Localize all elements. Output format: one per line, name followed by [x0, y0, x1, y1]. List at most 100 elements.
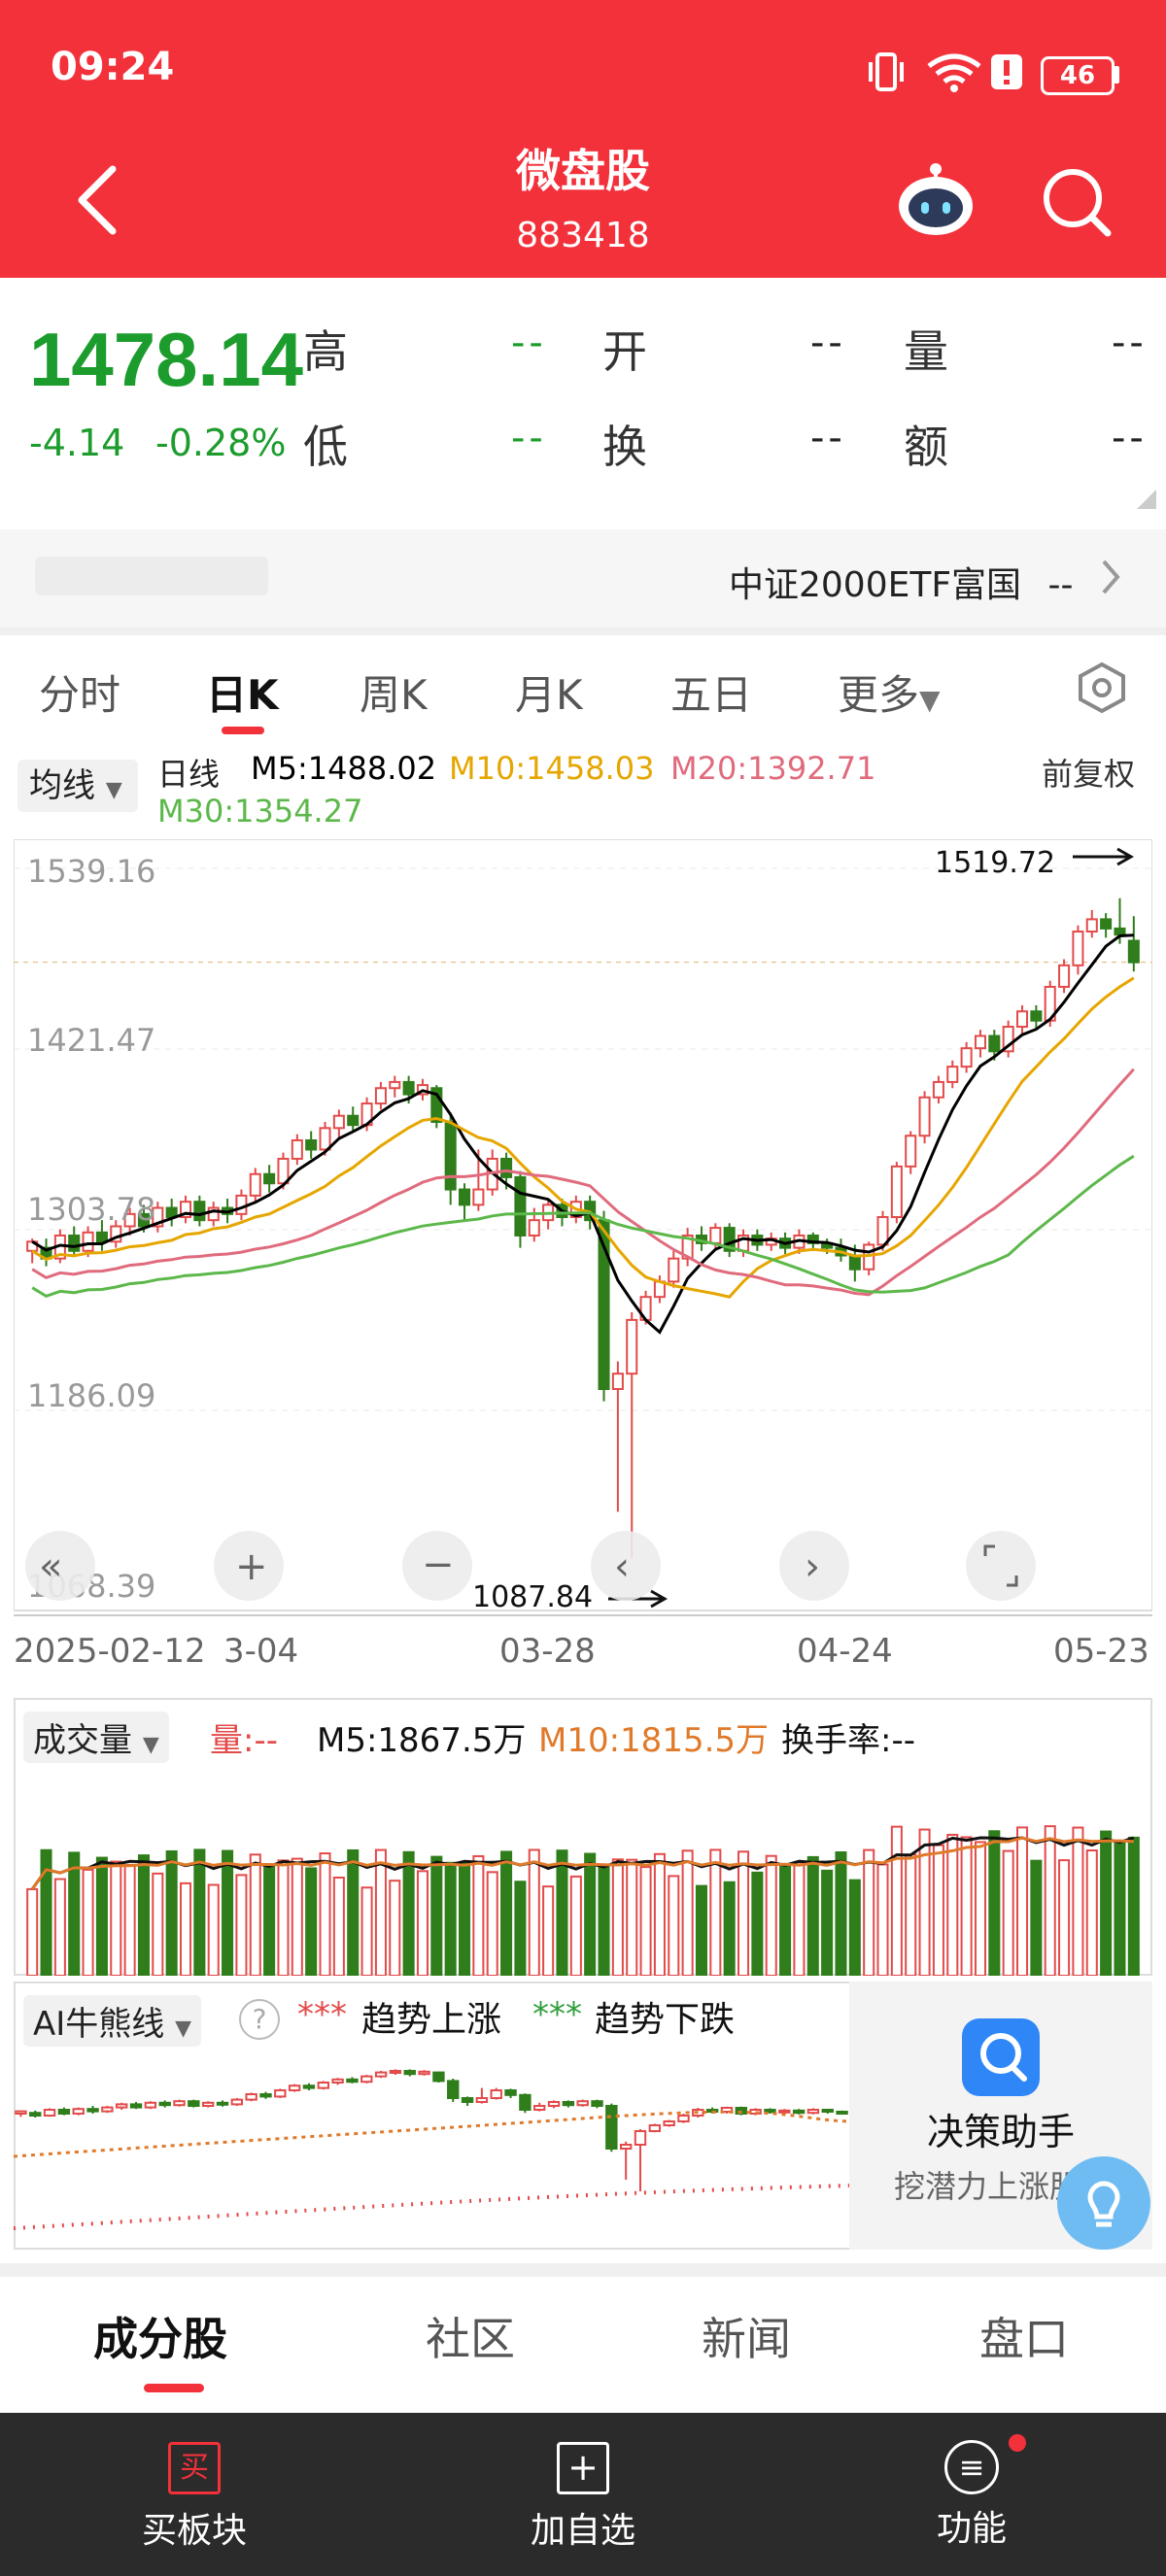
volume-bar [611, 1858, 624, 1976]
ai-candle [591, 2100, 603, 2108]
candle-up [626, 1318, 638, 1375]
related-etf[interactable]: 中证2000ETF富国 -- [729, 557, 1074, 607]
ai-candle [245, 2093, 257, 2101]
candle-up [207, 1206, 220, 1222]
quote-label-turnover: 换 [602, 421, 647, 473]
volume-bar [835, 1850, 847, 1976]
back-arrow-icon[interactable] [68, 161, 126, 239]
svg-text:+: + [235, 1544, 268, 1589]
tab-five-day[interactable]: 五日 [670, 671, 753, 719]
ai-candle [302, 2085, 316, 2089]
ai-candle [43, 2109, 56, 2117]
robot-assistant-icon[interactable] [892, 161, 979, 239]
ai-candle [821, 2109, 834, 2113]
adjust-mode[interactable]: 前复权 [1042, 756, 1136, 793]
tab-daily-k[interactable]: 日K [206, 671, 279, 719]
candle-up [332, 1114, 345, 1130]
menu-icon: ≡ [944, 2440, 999, 2494]
settings-hexagon-icon[interactable] [1075, 661, 1129, 715]
add-watchlist-button[interactable]: + 加自选 [486, 2413, 680, 2553]
chart-frame [14, 839, 1152, 1611]
candle-down [95, 1231, 108, 1243]
dropdown-triangle-icon: ▼ [142, 1733, 159, 1757]
tab-intraday[interactable]: 分时 [39, 671, 121, 719]
ai-candle [86, 2108, 99, 2113]
ai-candle [403, 2070, 416, 2076]
volume-bar [653, 1852, 666, 1976]
volume-selector-button[interactable]: 成交量 ▼ [23, 1712, 169, 1763]
scroll-left-button[interactable]: ‹ [591, 1531, 661, 1601]
volume-bar [486, 1871, 498, 1976]
ai-candle [216, 2101, 229, 2106]
candle-up [249, 1172, 261, 1197]
tab-order-book[interactable]: 盘口 [979, 2313, 1069, 2365]
tab-monthly-k[interactable]: 月K [515, 671, 583, 719]
candle-down [137, 1212, 150, 1228]
ai-indicator-label: AI牛熊线 [33, 2005, 165, 2044]
page-title: 微盘股 [516, 145, 650, 197]
candle-up [180, 1201, 192, 1219]
candle-down [723, 1227, 736, 1252]
volume-ma5-line [30, 1836, 1135, 1890]
candle-up [374, 1087, 387, 1105]
ai-candle [129, 2103, 143, 2109]
volume-chart [26, 1825, 1140, 1976]
volume-bar [668, 1875, 680, 1976]
chevron-right-icon[interactable] [1100, 558, 1123, 596]
quote-value-turnover: -- [810, 416, 846, 460]
ai-candle [72, 2108, 85, 2116]
blurred-placeholder [35, 557, 268, 595]
zoom-in-button[interactable]: + [214, 1531, 284, 1601]
x-tick-label: 03-28 [499, 1632, 596, 1671]
help-icon[interactable]: ? [239, 1999, 280, 2040]
candlestick-chart[interactable]: 1539.16 1421.47 1303.78 1186.09 1068.39 … [14, 839, 1152, 1616]
volume-bar [95, 1856, 108, 1976]
candle-up [152, 1206, 164, 1228]
high-arrow-icon [1073, 847, 1135, 866]
tab-more[interactable]: 更多▼ [838, 662, 941, 722]
candle-up [123, 1212, 136, 1228]
volume-bar [1114, 1840, 1126, 1976]
volume-selector-label: 成交量 [33, 1721, 132, 1760]
trend-down-label: 趋势下跌 [595, 2000, 736, 2040]
lightbulb-float-button[interactable] [1055, 2154, 1152, 2252]
search-icon[interactable] [1040, 165, 1114, 239]
candle-down [430, 1087, 443, 1124]
tab-community[interactable]: 社区 [426, 2313, 515, 2365]
zoom-out-button[interactable]: − [402, 1531, 472, 1601]
volume-ma10-line [30, 1836, 1134, 1890]
candle-up [974, 1034, 986, 1050]
ai-indicator-selector[interactable]: AI牛熊线 ▼ [23, 1995, 202, 2047]
volume-ma-lines [30, 1836, 1135, 1890]
tab-weekly-k[interactable]: 周K [360, 671, 428, 719]
candle-down [988, 1034, 1001, 1053]
expand-corner-icon[interactable] [1137, 490, 1156, 509]
svg-text:−: − [422, 1542, 455, 1587]
tab-constituents[interactable]: 成分股 [93, 2313, 227, 2365]
ai-candle [447, 2080, 460, 2100]
candle-down [1030, 1010, 1043, 1022]
tab-news[interactable]: 新闻 [702, 2313, 791, 2365]
low-annotation: 1087.84 [472, 1580, 593, 1614]
volume-bar [793, 1861, 806, 1976]
volume-bar [1072, 1826, 1084, 1976]
scroll-left-fast-button[interactable]: « [25, 1531, 95, 1601]
candle-up [235, 1194, 248, 1215]
ma5-value: M5:1488.02 [251, 750, 437, 787]
volume-bar [681, 1849, 694, 1976]
assistant-title: 决策助手 [926, 2111, 1075, 2153]
scroll-right-button[interactable]: › [779, 1531, 849, 1601]
x-axis-line [14, 1614, 1152, 1630]
volume-bar [249, 1853, 261, 1976]
candle-up [291, 1138, 303, 1160]
functions-button[interactable]: ≡ 功能 [874, 2413, 1069, 2551]
buy-sector-button[interactable]: 买 买板块 [97, 2413, 292, 2553]
volume-bar [737, 1850, 750, 1976]
candle-up [1002, 1026, 1014, 1053]
fullscreen-button[interactable] [966, 1531, 1036, 1601]
ma-selector-button[interactable]: 均线 ▼ [17, 760, 138, 812]
ai-candle [533, 2105, 546, 2111]
ai-candle [57, 2109, 71, 2115]
related-etf-bar[interactable] [0, 529, 1166, 628]
x-tick-label: 04-24 [797, 1632, 893, 1671]
